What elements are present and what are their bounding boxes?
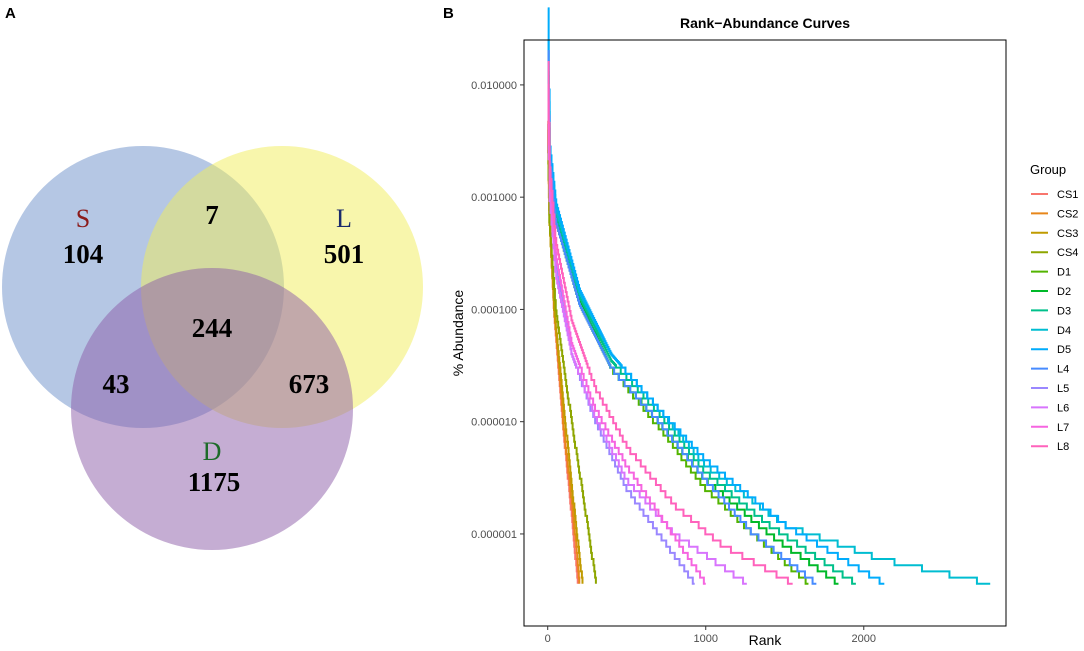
legend-label-cs3: CS3 [1057, 228, 1078, 240]
y-tick-label: 0.001000 [471, 192, 517, 204]
venn-count-l-only: 501 [324, 239, 365, 269]
venn-count-s-l: 7 [205, 200, 219, 230]
venn-count-d-only: 1175 [188, 467, 241, 497]
plot-frame [523, 39, 1007, 627]
x-tick-label: 2000 [852, 633, 876, 645]
legend-label-l7: L7 [1057, 422, 1069, 434]
series-line-l6 [547, 101, 747, 585]
x-axis-title: Rank [749, 632, 783, 648]
venn-count-s-d: 43 [103, 369, 130, 399]
venn-panel: A S L D 104 501 7 244 43 673 1175 [2, 5, 423, 550]
venn-count-s-only: 104 [63, 239, 104, 269]
venn-set-label-s: S [76, 204, 90, 233]
x-tick-label: 1000 [693, 633, 717, 645]
y-tick-label: 0.000001 [471, 529, 517, 541]
legend-label-cs1: CS1 [1057, 189, 1078, 201]
legend-label-cs4: CS4 [1057, 247, 1078, 259]
panel-b-label: B [443, 5, 454, 22]
legend-label-cs2: CS2 [1057, 208, 1078, 220]
series-line-cs3 [547, 128, 584, 584]
y-axis: 0.000001 0.000010 0.000100 0.001000 0.010000 [471, 80, 524, 541]
legend-label-d3: D3 [1057, 305, 1071, 317]
x-tick-label: 0 [545, 633, 551, 645]
x-axis: 0 1000 2000 [545, 626, 876, 645]
series-line-l8 [547, 60, 793, 585]
legend-label-l5: L5 [1057, 383, 1069, 395]
venn-set-label-l: L [336, 204, 352, 233]
series-layer [547, 7, 991, 585]
legend-label-l6: L6 [1057, 402, 1069, 414]
venn-count-l-d: 673 [289, 369, 330, 399]
legend-label-l8: L8 [1057, 441, 1069, 453]
y-tick-label: 0.010000 [471, 80, 517, 92]
y-axis-title: % Abundance [450, 290, 466, 377]
legend-label-d4: D4 [1057, 325, 1071, 337]
panel-a-label: A [5, 5, 16, 22]
y-tick-label: 0.000100 [471, 304, 517, 316]
legend: Group CS1 CS2 CS3 CS4 D1 D2 D3 D4 D5 L4 L5 L6 L7 L8 [1030, 162, 1078, 453]
series-line-d5 [547, 7, 885, 585]
legend-title: Group [1030, 162, 1066, 177]
series-line-l4 [547, 50, 817, 585]
chart-title: Rank−Abundance Curves [680, 15, 850, 31]
legend-label-l4: L4 [1057, 364, 1069, 376]
series-line-cs4 [547, 135, 597, 584]
chart-panel: B Rank−Abundance Curves 0.000001 0.000010… [443, 5, 1078, 648]
venn-count-s-l-d: 244 [192, 313, 233, 343]
legend-label-d1: D1 [1057, 267, 1071, 279]
series-line-d1 [547, 75, 809, 585]
series-line-d4 [547, 39, 991, 585]
legend-label-d2: D2 [1057, 286, 1071, 298]
venn-circle-d [71, 268, 353, 550]
series-line-l7 [547, 83, 706, 585]
venn-set-label-d: D [203, 437, 222, 466]
y-tick-label: 0.000010 [471, 417, 517, 429]
legend-label-d5: D5 [1057, 344, 1071, 356]
